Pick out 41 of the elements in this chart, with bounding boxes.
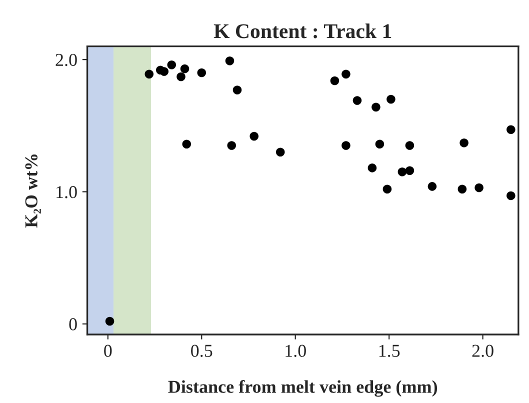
- point: [342, 141, 350, 150]
- point: [276, 148, 285, 156]
- point: [460, 138, 468, 148]
- point: [428, 182, 437, 191]
- point: [398, 168, 407, 176]
- point: [372, 102, 380, 112]
- point: [232, 86, 242, 94]
- point: [506, 125, 516, 134]
- point: [352, 96, 362, 105]
- point: [375, 140, 384, 149]
- point: [458, 184, 467, 194]
- point: [405, 166, 414, 175]
- point: [386, 94, 396, 104]
- point: [197, 68, 206, 78]
- y-tick-label: 1.0: [56, 186, 77, 198]
- x-axis-title: Distance from melt vein edge (mm): [168, 380, 438, 397]
- point: [342, 70, 350, 78]
- y-tick-label: 2.0: [56, 54, 77, 66]
- point: [144, 70, 154, 78]
- point: [405, 141, 414, 150]
- point: [182, 140, 192, 149]
- y-axis-title: K₂O wt%: [25, 154, 41, 228]
- point: [330, 76, 340, 86]
- point: [180, 64, 190, 74]
- point: [250, 132, 259, 141]
- point: [225, 56, 234, 66]
- point: [368, 164, 377, 172]
- x-tick-label: 2.0: [472, 344, 494, 357]
- point: [167, 60, 176, 70]
- chart-title: K Content : Track 1: [214, 24, 392, 38]
- point: [506, 191, 516, 200]
- x-tick-label: 1.0: [286, 344, 306, 357]
- point: [227, 141, 236, 150]
- point: [474, 183, 484, 192]
- x-tick-label: 1.5: [379, 344, 400, 357]
- x-tick-label: 0: [104, 344, 112, 357]
- point: [382, 184, 392, 194]
- y-tick-label: 0: [69, 318, 77, 330]
- point: [176, 72, 186, 82]
- point: [105, 316, 114, 326]
- x-tick-label: 0.5: [191, 344, 212, 357]
